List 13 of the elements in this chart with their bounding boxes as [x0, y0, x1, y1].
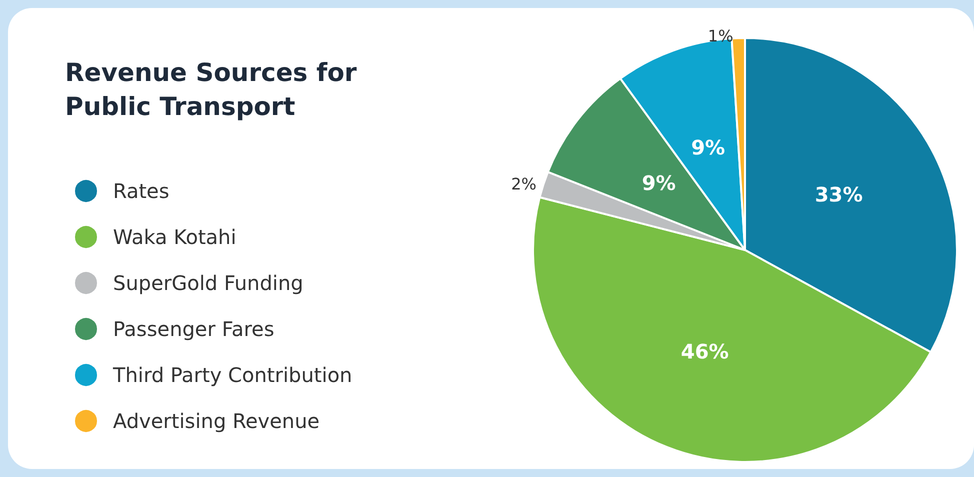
text: Revenue Sources for Public Transport	[65, 57, 358, 123]
legend-label: Advertising Revenue	[113, 409, 320, 433]
data-label: 9%	[642, 171, 676, 196]
legend-label: Third Party Contribution	[112, 363, 352, 387]
data-label: 9%	[691, 135, 726, 160]
legend-label: Passenger Fares	[113, 317, 274, 341]
data-label: 2%	[511, 174, 536, 194]
legend-label: Rates	[113, 179, 170, 203]
data-label: 46%	[680, 339, 729, 364]
data-label: 1%	[708, 26, 734, 46]
data-label: 33%	[814, 182, 863, 207]
legend-label: SuperGold Funding	[113, 271, 304, 295]
legend-label: Waka Kotahi	[113, 225, 236, 249]
